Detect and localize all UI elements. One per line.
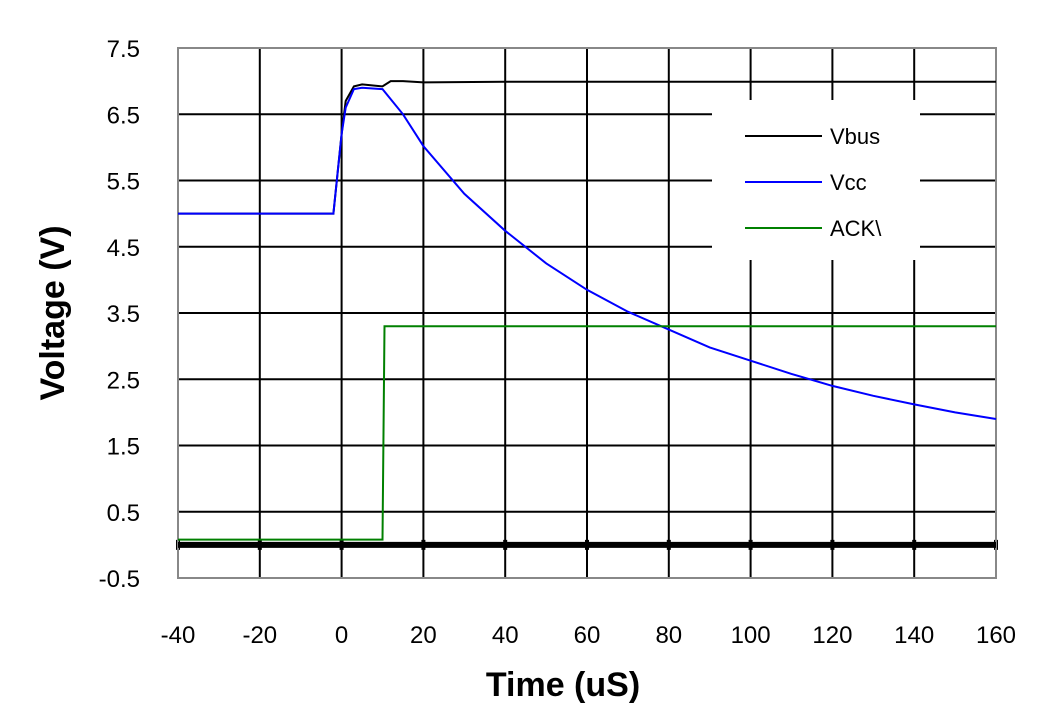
x-axis-label: Time (uS) xyxy=(486,666,640,704)
legend-label: Vbus xyxy=(830,124,880,149)
x-tick-label: 100 xyxy=(731,622,771,649)
plot-border xyxy=(177,47,997,579)
legend-box xyxy=(712,100,920,260)
x-tick-label: 20 xyxy=(410,622,437,649)
y-tick-label: 4.5 xyxy=(107,235,140,262)
series-line-ack xyxy=(178,325,996,541)
x-tick-label: 160 xyxy=(976,622,1016,649)
y-tick-label: -0.5 xyxy=(99,566,140,593)
y-tick-label: 5.5 xyxy=(107,169,140,196)
x-tick-label: -20 xyxy=(242,622,277,649)
legend-label: Vcc xyxy=(830,170,867,195)
legend: Vbus Vcc ACK\ xyxy=(712,100,920,260)
x-tick-label: -40 xyxy=(161,622,196,649)
y-tick-label: 6.5 xyxy=(107,102,140,129)
grid xyxy=(176,47,998,579)
x-tick-label: 140 xyxy=(894,622,934,649)
series-line-vcc xyxy=(178,86,997,420)
y-tick-label: 3.5 xyxy=(107,301,140,328)
series-layer xyxy=(178,80,997,541)
y-tick-label: 1.5 xyxy=(107,434,140,461)
x-tick-label: 120 xyxy=(812,622,852,649)
y-tick-label: 7.5 xyxy=(107,36,140,63)
x-tick-label: 40 xyxy=(492,622,519,649)
y-axis-label: Voltage (V) xyxy=(34,225,72,400)
y-tick-label: 0.5 xyxy=(107,500,140,527)
y-tick-label: 2.5 xyxy=(107,367,140,394)
x-tick-label: 80 xyxy=(655,622,682,649)
tick-labels: -40 -20 0 20 40 60 80 100 120 140 160 7.5 6.5 5.5 4.5 3… xyxy=(99,36,1016,649)
x-tick-label: 0 xyxy=(335,622,348,649)
x-tick-label: 60 xyxy=(574,622,601,649)
legend-label: ACK\ xyxy=(830,216,882,241)
